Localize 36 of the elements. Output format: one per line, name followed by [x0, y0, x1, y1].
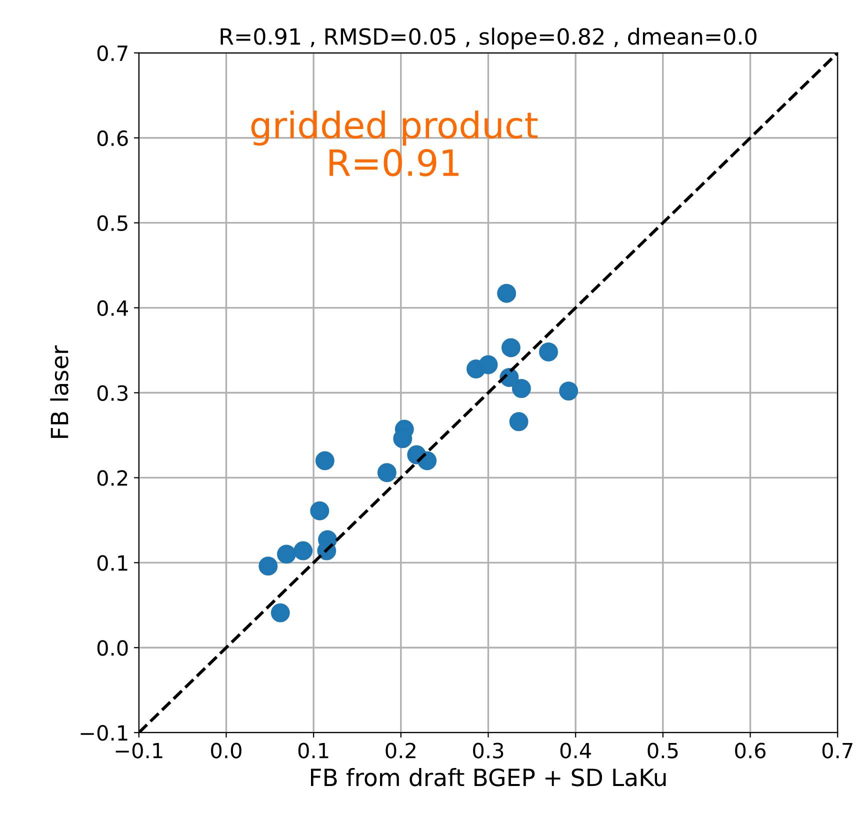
x-tick-label: 0.0 [211, 742, 242, 758]
point [294, 541, 313, 560]
y-tick-label: −0.1 [80, 725, 128, 741]
point [270, 603, 290, 622]
point [277, 544, 296, 564]
y-tick-label: 0.1 [97, 555, 128, 571]
y-tick-label: 0.2 [97, 470, 128, 486]
point [501, 338, 520, 358]
point [315, 451, 334, 470]
x-tick-label: 0.5 [648, 742, 678, 758]
x-tick-label: 0.6 [735, 742, 766, 758]
point [539, 342, 558, 362]
y-tick-label: 0.7 [97, 45, 128, 62]
y-tick-label: 0.5 [97, 215, 128, 232]
point [512, 379, 531, 398]
x-tick-label: 0.1 [298, 742, 328, 758]
y-tick-label: 0.3 [97, 385, 128, 401]
y-tick-label: 0.0 [97, 640, 128, 656]
point [478, 355, 498, 374]
x-tick-label: 0.2 [386, 742, 416, 758]
x-tick-label: −0.1 [116, 742, 162, 758]
y-axis-title: FB laser [50, 345, 68, 438]
y-tick-label: 0.4 [97, 300, 128, 316]
y-tick-label: 0.6 [97, 130, 128, 146]
x-tick-label: 0.7 [822, 742, 852, 758]
point [509, 412, 528, 432]
chart-title: R=0.91 , RMSD=0.05 , slope=0.82 , dmean=0.0 [220, 28, 756, 50]
x-tick-label: 0.4 [560, 742, 591, 758]
x-tick-label: 0.3 [473, 742, 504, 758]
point [377, 463, 396, 482]
annotation: gridded product R=0.91 [251, 110, 538, 176]
point [559, 382, 578, 401]
point [310, 501, 330, 520]
x-axis-title: FB from draft BGEP + SD LaKu [310, 768, 666, 786]
point [497, 284, 516, 303]
point [258, 556, 278, 576]
